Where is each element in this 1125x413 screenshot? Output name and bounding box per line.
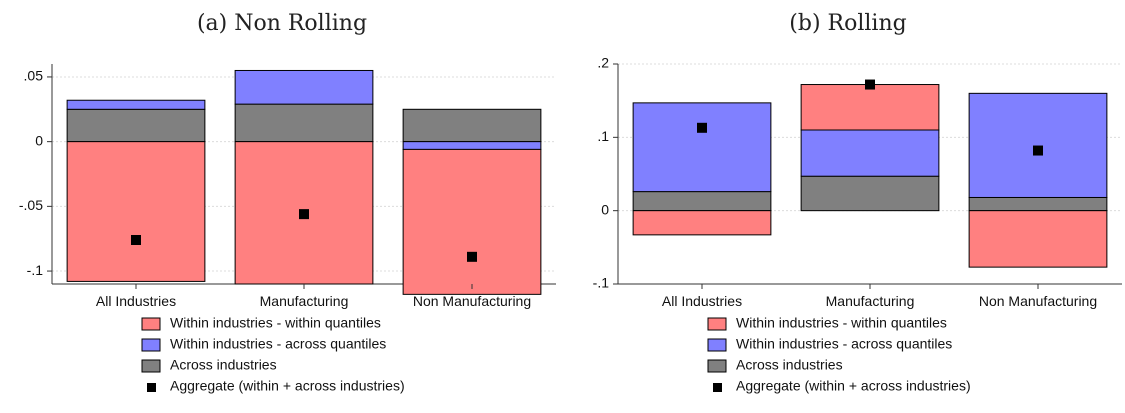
- legend-label: Across industries: [170, 357, 277, 373]
- legend-swatch-across: [707, 359, 727, 373]
- bar-segment-across: [402, 108, 542, 143]
- bar-segment-across: [968, 196, 1108, 212]
- legend-swatch-within-within: [141, 317, 161, 331]
- legend-label: Within industries - across quantiles: [170, 336, 386, 352]
- legend-label: Within industries - across quantiles: [736, 336, 952, 352]
- legend-label: Within industries - within quantiles: [170, 315, 381, 331]
- legend-label: Within industries - within quantiles: [736, 315, 947, 331]
- y-tick-label: -.1: [27, 262, 44, 278]
- bar-segment-within-across: [402, 141, 542, 150]
- bar-segment-across: [632, 191, 772, 212]
- bar-segment-within-across: [968, 92, 1108, 198]
- bar-segment-across: [800, 175, 940, 212]
- legend-swatch-within-across: [707, 338, 727, 352]
- y-tick-label: 0: [601, 201, 609, 217]
- bar-segment-across: [66, 108, 206, 143]
- panel-title: (a) Non Rolling: [197, 11, 367, 36]
- bar-segment-within-within: [968, 210, 1108, 268]
- y-tick-label: .05: [24, 68, 44, 84]
- x-tick-label: All Industries: [662, 293, 742, 309]
- bar-segment-within-within: [632, 210, 772, 236]
- panel-non-rolling: (a) Non Rolling -.1 -.05 0 .05 All Industrie…: [19, 11, 556, 309]
- y-tick-label: -.1: [593, 275, 610, 291]
- bar-segment-within-across: [66, 99, 206, 110]
- legend-label: Aggregate (within + across industries): [170, 378, 405, 394]
- y-tick-label: -.05: [19, 197, 43, 213]
- x-tick-label: Non Manufacturing: [979, 293, 1097, 309]
- bar-segment-within-across: [632, 102, 772, 193]
- aggregate-marker: [131, 235, 141, 245]
- x-tick-label: Non Manufacturing: [413, 293, 531, 309]
- x-tick-label: All Industries: [96, 293, 176, 309]
- bar-segment-within-across: [234, 69, 374, 105]
- legend-label: Aggregate (within + across industries): [736, 378, 971, 394]
- x-tick-label: Manufacturing: [826, 293, 915, 309]
- panel-rolling: (b) Rolling -.1 0 .1 .2 All Industries Manufa…: [593, 11, 1122, 309]
- legend-swatch-aggregate: [713, 383, 722, 392]
- aggregate-marker: [865, 79, 875, 90]
- legend-swatch-within-within: [707, 317, 727, 331]
- legend-label: Across industries: [736, 357, 843, 373]
- y-tick-label: .2: [597, 55, 609, 71]
- bar-segment-within-within: [800, 84, 940, 131]
- legend-swatch-within-across: [141, 338, 161, 352]
- bar-segment-within-within: [66, 141, 206, 282]
- aggregate-marker: [1033, 145, 1043, 156]
- legend-swatch-across: [141, 359, 161, 373]
- aggregate-marker: [299, 209, 309, 220]
- y-tick-label: 0: [35, 132, 43, 148]
- bar-segment-within-within: [402, 148, 542, 295]
- bar-segment-within-across: [800, 129, 940, 177]
- legend-non-rolling: Within industries - within quantiles With…: [141, 315, 405, 394]
- legend-swatch-aggregate: [147, 383, 156, 392]
- legend-rolling: Within industries - within quantiles With…: [707, 315, 971, 394]
- x-tick-label: Manufacturing: [260, 293, 349, 309]
- bar-segment-across: [234, 103, 374, 143]
- y-tick-label: .1: [597, 128, 609, 144]
- aggregate-marker: [467, 251, 477, 262]
- panel-title: (b) Rolling: [789, 11, 906, 36]
- aggregate-marker: [697, 122, 707, 133]
